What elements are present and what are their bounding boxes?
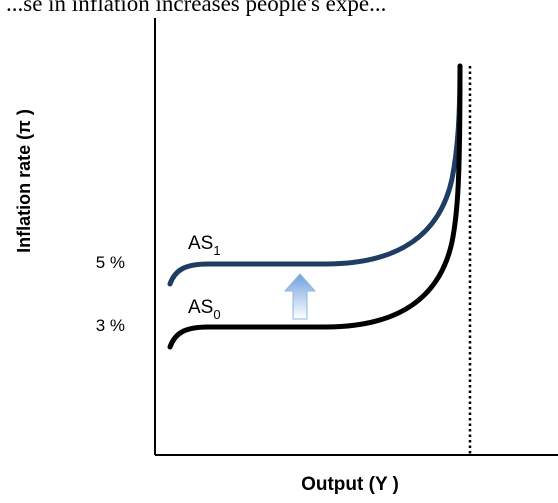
as0-curve — [167, 63, 463, 350]
as1-label: AS1 — [188, 233, 221, 258]
x-axis-label: Output (Y ) — [301, 474, 399, 495]
header-text: ...se in inflation increases people's ex… — [6, 0, 386, 16]
y-tick-label-5: 5 % — [96, 253, 125, 272]
as0-label: AS0 — [188, 297, 221, 322]
shift-arrow-icon — [283, 273, 317, 320]
y-axis-label: Inflation rate (π ) — [14, 109, 34, 253]
y-tick-label-3: 3 % — [96, 316, 125, 335]
